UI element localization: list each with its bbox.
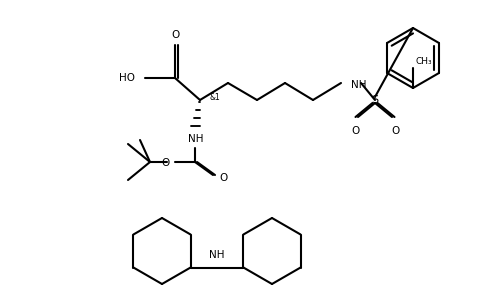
Text: O: O: [391, 126, 399, 136]
Text: O: O: [219, 173, 227, 183]
Text: O: O: [162, 158, 170, 168]
Text: O: O: [172, 30, 180, 40]
Text: &1: &1: [210, 92, 221, 102]
Text: NH: NH: [209, 250, 225, 261]
Text: S: S: [371, 95, 379, 105]
Text: NH: NH: [188, 134, 204, 144]
Text: CH₃: CH₃: [416, 57, 433, 67]
Text: O: O: [351, 126, 359, 136]
Text: NH: NH: [351, 80, 366, 90]
Text: HO: HO: [119, 73, 135, 83]
